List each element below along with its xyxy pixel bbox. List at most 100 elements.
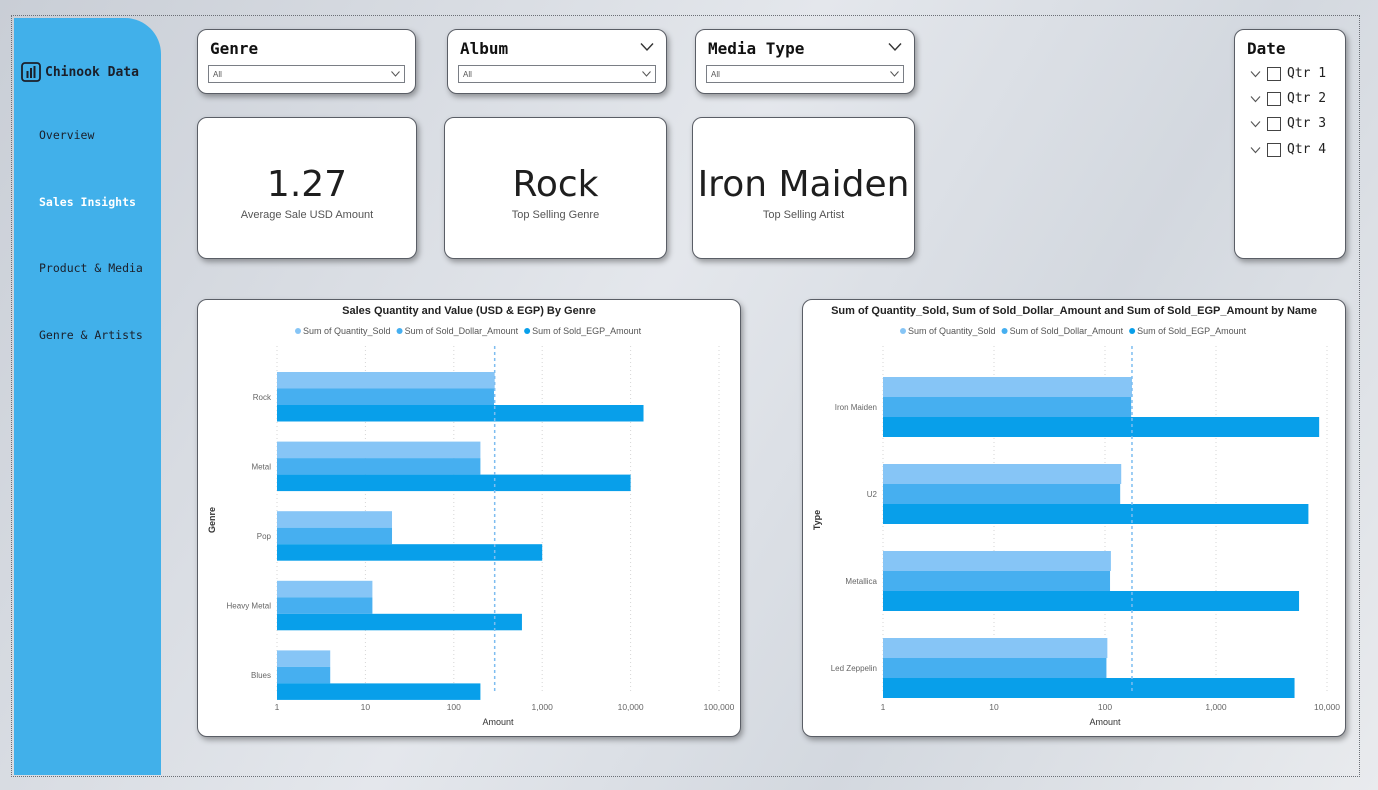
chevron-down-icon[interactable] (888, 42, 902, 52)
bar (277, 580, 373, 598)
genre-slicer: Genre All (197, 29, 416, 94)
legend-marker (295, 328, 301, 334)
x-tick-label: 10,000 (618, 702, 644, 712)
y-tick-label: Rock (253, 393, 272, 402)
y-tick-label: Metallica (845, 577, 877, 586)
bar (277, 613, 522, 631)
y-tick-label: Blues (251, 671, 271, 680)
chevron-down-icon[interactable] (640, 42, 654, 52)
nav-genre-artists[interactable]: Genre & Artists (39, 328, 143, 342)
media-type-dropdown-value: All (711, 70, 720, 79)
bar (883, 397, 1132, 417)
media-type-dropdown[interactable]: All (706, 65, 904, 83)
chevron-down-icon[interactable] (1250, 120, 1261, 128)
kpi-value: 1.27 (266, 164, 348, 205)
legend-label: Sum of Sold_Dollar_Amount (405, 326, 519, 336)
qtr-3-checkbox[interactable] (1267, 116, 1281, 131)
nav-sales-insights[interactable]: Sales Insights (39, 195, 136, 209)
genre-bar-chart-plot: Sum of Quantity_Sold Sum of Sold_Dollar_A… (207, 326, 735, 727)
bar-chart-icon (21, 62, 41, 82)
kpi-label: Top Selling Genre (511, 209, 600, 221)
artist-bar-chart: Sum of Quantity_Sold, Sum of Sold_Dollar… (802, 299, 1346, 737)
nav-product-media[interactable]: Product & Media (39, 261, 143, 275)
genre-slicer-title: Genre (210, 39, 259, 58)
bar (277, 666, 331, 684)
y-axis-label: Type (812, 510, 822, 530)
legend-label: Sum of Quantity_Sold (908, 326, 996, 336)
sidebar: Chinook Data Overview Sales Insights Pro… (14, 18, 161, 775)
bar (277, 597, 373, 614)
x-axis-label: Amount (482, 717, 514, 727)
bar (883, 377, 1132, 397)
date-qtr-3[interactable]: Qtr 3 (1250, 116, 1326, 131)
bar (883, 417, 1320, 437)
y-tick-label: Heavy Metal (227, 602, 272, 611)
date-qtr-4[interactable]: Qtr 4 (1250, 142, 1326, 157)
bar (277, 544, 543, 561)
y-tick-label: U2 (867, 490, 878, 499)
y-tick-label: Pop (257, 532, 272, 541)
chevron-down-icon[interactable] (1250, 70, 1261, 78)
legend-marker (1001, 328, 1008, 334)
bar (277, 388, 495, 405)
bar (277, 511, 393, 528)
x-tick-label: 1 (275, 702, 280, 712)
y-axis-label: Genre (207, 507, 217, 533)
x-tick-label: 100 (447, 702, 461, 712)
qtr-1-checkbox[interactable] (1267, 66, 1281, 81)
bar (277, 527, 393, 545)
bar (883, 551, 1111, 571)
qtr-4-checkbox[interactable] (1267, 142, 1281, 157)
x-tick-label: 1,000 (1205, 702, 1227, 712)
qtr-2-checkbox[interactable] (1267, 91, 1281, 106)
bar (277, 683, 481, 700)
bar (883, 678, 1295, 698)
kpi-value: Iron Maiden (697, 164, 910, 205)
x-tick-label: 10 (989, 702, 999, 712)
bar (883, 591, 1300, 611)
x-tick-label: 1,000 (532, 702, 554, 712)
bar (883, 638, 1108, 658)
kpi-label: Average Sale USD Amount (240, 209, 374, 221)
album-slicer: Album All (447, 29, 667, 94)
bar (277, 372, 495, 389)
qtr-3-label: Qtr 3 (1287, 116, 1327, 131)
bar (883, 658, 1107, 678)
media-type-slicer-title: Media Type (708, 39, 805, 58)
genre-dropdown-value: All (213, 70, 222, 79)
album-dropdown[interactable]: All (458, 65, 656, 83)
legend-label: Sum of Sold_EGP_Amount (1137, 326, 1247, 336)
bar (883, 504, 1309, 524)
chart-title: Sum of Quantity_Sold, Sum of Sold_Dollar… (831, 305, 1317, 317)
legend-label: Sum of Quantity_Sold (303, 326, 391, 336)
x-axis-label: Amount (1089, 717, 1121, 727)
genre-dropdown[interactable]: All (208, 65, 405, 83)
chevron-down-icon (391, 71, 400, 77)
artist-bar-chart-plot: Sum of Quantity_Sold Sum of Sold_Dollar_A… (812, 326, 1340, 727)
report-canvas-border (11, 15, 1360, 777)
chevron-down-icon[interactable] (1250, 95, 1261, 103)
chart-title: Sales Quantity and Value (USD & EGP) By … (342, 305, 596, 317)
legend-label: Sum of Sold_EGP_Amount (532, 326, 642, 336)
chevron-down-icon (890, 71, 899, 77)
chevron-down-icon[interactable] (1250, 146, 1261, 154)
date-slicer-title: Date (1247, 39, 1286, 58)
nav-overview[interactable]: Overview (39, 128, 95, 142)
chevron-down-icon (642, 71, 651, 77)
bar (277, 405, 644, 422)
legend-marker (524, 328, 531, 334)
legend-marker (900, 328, 906, 334)
kpi-card-avg-sale: 1.27 Average Sale USD Amount (197, 117, 417, 259)
date-qtr-2[interactable]: Qtr 2 (1250, 91, 1326, 106)
album-dropdown-value: All (463, 70, 472, 79)
bar (883, 571, 1111, 591)
y-tick-label: Led Zeppelin (831, 664, 877, 673)
album-slicer-title: Album (460, 39, 509, 58)
kpi-value: Rock (512, 164, 599, 205)
app-logo: Chinook Data (21, 62, 139, 82)
app-title: Chinook Data (45, 64, 139, 80)
x-tick-label: 10 (361, 702, 371, 712)
date-qtr-1[interactable]: Qtr 1 (1250, 66, 1326, 81)
kpi-card-top-artist: Iron Maiden Top Selling Artist (692, 117, 915, 259)
legend-marker (1129, 328, 1136, 334)
